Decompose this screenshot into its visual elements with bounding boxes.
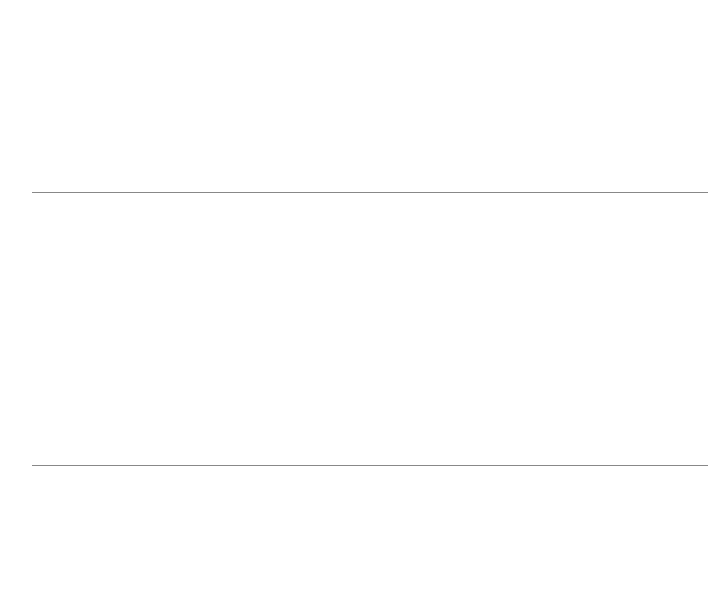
chart2-xlabels [32,466,708,526]
chart1-xlabels [32,193,708,253]
chart2-container [8,265,712,526]
chart2-plot [32,265,708,466]
chart1-plot [32,12,708,193]
chart1-container [8,12,712,253]
